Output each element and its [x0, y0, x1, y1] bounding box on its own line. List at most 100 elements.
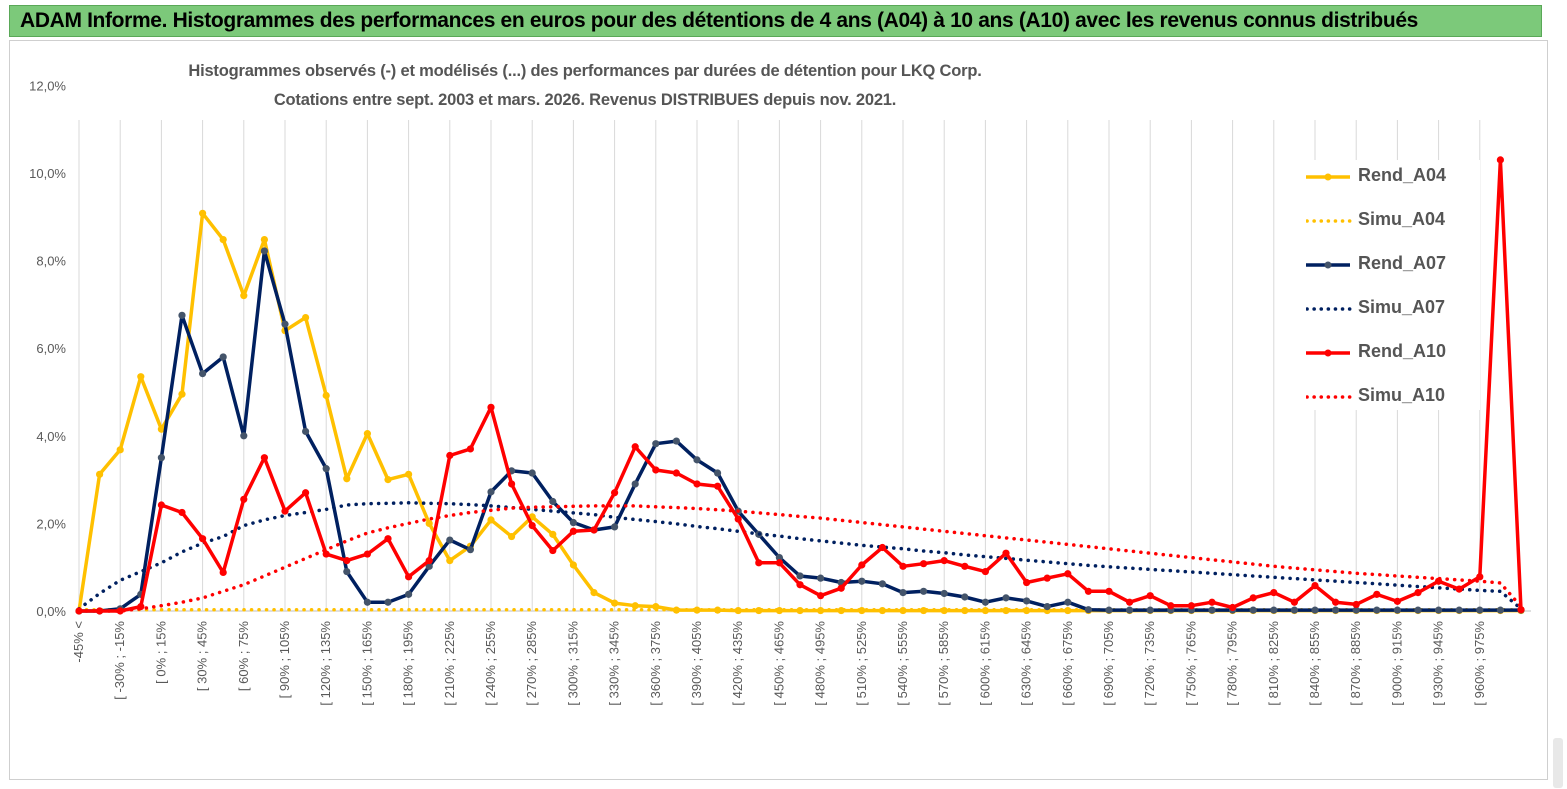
data-point: [920, 587, 928, 595]
data-point: [631, 480, 639, 488]
x-tick-label: [ 270% ; 285%: [524, 621, 539, 706]
x-tick-label: [ 30% ; 45%: [195, 621, 210, 692]
data-point: [240, 292, 248, 300]
data-point: [157, 501, 165, 509]
data-point: [569, 518, 578, 527]
series-line-simu-a07: [77, 501, 1523, 611]
data-point: [1414, 589, 1422, 597]
data-point: [157, 454, 165, 462]
data-point: [878, 543, 887, 552]
data-point: [363, 550, 371, 558]
report-banner: ADAM Informe. Histogrammes des performan…: [9, 5, 1542, 37]
data-point: [1352, 600, 1360, 609]
data-point: [466, 546, 474, 554]
data-point: [487, 516, 495, 524]
data-point: [1311, 606, 1319, 614]
data-point: [343, 557, 351, 565]
data-point: [508, 480, 516, 488]
data-point: [796, 572, 804, 580]
data-point: [1393, 606, 1401, 614]
x-tick-label: [ -30% ; -15%: [112, 621, 127, 700]
data-point: [1084, 606, 1092, 614]
data-point: [487, 403, 495, 411]
x-tick-label: [ 480% ; 495%: [813, 621, 828, 706]
data-point: [714, 482, 722, 490]
data-point: [1455, 585, 1463, 593]
x-tick-label: [ 690% ; 705%: [1101, 621, 1116, 706]
data-point: [1414, 606, 1422, 614]
chart-title-line1: Histogrammes observés (-) et modélisés (…: [150, 62, 1020, 81]
data-point: [178, 508, 186, 517]
data-point: [1476, 573, 1484, 581]
x-tick-label: [ 660% ; 675%: [1060, 621, 1075, 706]
data-point: [1023, 597, 1031, 605]
x-tick-label: [ 420% ; 435%: [730, 621, 745, 706]
data-point: [178, 311, 186, 319]
data-point: [363, 598, 371, 606]
data-point: [1043, 603, 1051, 611]
legend-swatch: [1306, 261, 1350, 269]
data-point: [96, 607, 104, 615]
x-tick-label: [ 570% ; 585%: [936, 621, 951, 706]
data-point: [961, 593, 969, 601]
legend-label: Rend_A07: [1358, 253, 1447, 273]
data-point: [652, 466, 660, 474]
data-point: [611, 523, 619, 531]
data-point: [1455, 606, 1463, 614]
data-point: [446, 451, 454, 460]
data-point: [1352, 606, 1360, 614]
data-point: [1023, 578, 1031, 587]
data-point: [425, 519, 433, 528]
x-tick-label: [ 510% ; 525%: [854, 621, 869, 706]
data-point: [1208, 606, 1216, 614]
scrollbar-thumb[interactable]: [1553, 738, 1563, 788]
data-point: [281, 320, 289, 328]
legend-label: Rend_A04: [1358, 165, 1447, 185]
data-point: [137, 373, 145, 381]
x-tick-label: [ 300% ; 315%: [565, 621, 580, 706]
legend-swatch: [1306, 173, 1350, 181]
data-point: [302, 489, 310, 497]
x-tick-label: [ 780% ; 795%: [1225, 621, 1240, 706]
data-point: [1496, 156, 1504, 164]
data-point: [1249, 594, 1257, 602]
data-point: [899, 589, 907, 597]
x-tick-label: [ 840% ; 855%: [1307, 621, 1322, 706]
x-tick-label: [ 210% ; 225%: [442, 621, 457, 706]
data-point: [405, 573, 413, 581]
data-point: [1249, 606, 1257, 614]
data-point: [260, 247, 268, 255]
data-point: [260, 235, 268, 244]
data-point: [1084, 587, 1092, 595]
data-point: [1332, 606, 1340, 614]
data-point: [425, 557, 433, 565]
data-point: [466, 445, 474, 453]
data-point: [240, 432, 248, 440]
data-point: [446, 557, 454, 565]
data-point: [322, 465, 330, 473]
data-point: [672, 469, 681, 477]
data-point: [384, 476, 392, 484]
data-point: [1290, 606, 1298, 614]
data-point: [549, 530, 557, 538]
x-tick-label: [ 600% ; 615%: [977, 621, 992, 706]
data-point: [446, 536, 454, 544]
data-point: [1105, 587, 1113, 595]
data-point: [981, 598, 990, 606]
data-point: [920, 560, 928, 568]
legend-swatch: [1306, 395, 1352, 399]
x-tick-label: -45% <: [71, 621, 86, 663]
data-point: [1373, 590, 1381, 598]
x-tick-label: [ 900% ; 915%: [1389, 621, 1404, 706]
data-point: [1002, 549, 1010, 557]
data-point: [817, 592, 825, 600]
data-point: [961, 562, 969, 570]
data-point: [302, 313, 310, 322]
data-point: [281, 507, 289, 515]
data-point: [693, 456, 701, 464]
data-point: [528, 521, 536, 530]
data-point: [590, 589, 598, 597]
data-point: [1311, 581, 1319, 590]
data-point: [549, 546, 557, 555]
